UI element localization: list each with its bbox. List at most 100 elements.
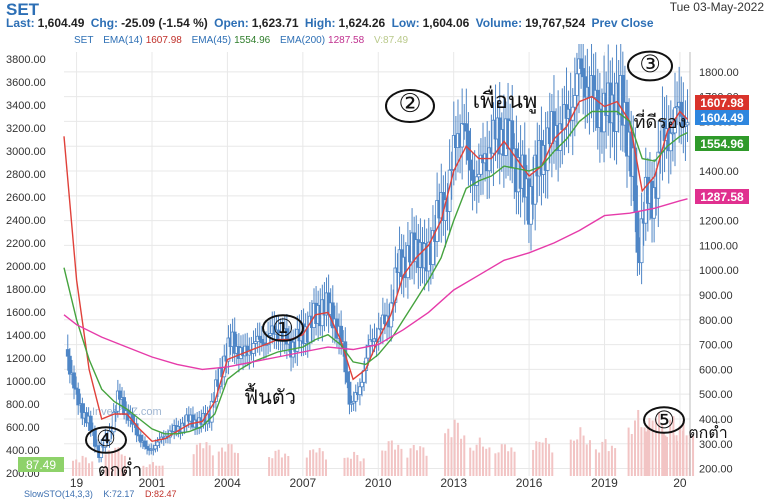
candle-body	[464, 123, 469, 132]
legend-ema45-label: EMA(45)	[191, 35, 232, 46]
volume-bar	[321, 451, 324, 476]
volume-bar	[535, 441, 538, 476]
high-value: 1,624.26	[338, 16, 386, 30]
candle-body	[232, 331, 237, 354]
x-tick-label: 20	[673, 476, 687, 489]
low-value: 1,604.06	[422, 16, 470, 30]
candle-body	[155, 441, 160, 447]
candle-body	[366, 344, 371, 359]
volume-bar	[532, 449, 535, 476]
volume-bar	[230, 444, 233, 476]
handwritten-note: ③	[639, 50, 661, 78]
right-tick-label: 400.00	[699, 414, 733, 426]
symbol-title: SET	[6, 0, 40, 19]
left-tick-label: 1200.00	[6, 353, 46, 365]
x-tick-label: 19	[70, 476, 84, 489]
legend-ema200-value: 1287.58	[328, 35, 365, 46]
volume-bar	[91, 461, 94, 476]
series-line-ema45	[63, 110, 688, 435]
volume-bar	[199, 442, 202, 476]
volume-badge-label: 87.49	[26, 458, 56, 472]
candle-body	[330, 302, 335, 329]
volume-bar	[71, 460, 74, 476]
volume-bar	[544, 437, 547, 476]
volume-bar	[548, 444, 551, 476]
candle-body	[470, 169, 475, 181]
volume-bar	[672, 435, 675, 476]
candle-body	[253, 341, 258, 344]
volume-bar	[475, 444, 478, 476]
handwritten-circle	[85, 426, 127, 454]
handwritten-note: ①	[272, 314, 294, 342]
handwritten-note: เพื่อนพู	[473, 85, 538, 114]
volume-bar	[679, 428, 682, 476]
volume-bar	[610, 445, 613, 476]
volume-bar	[195, 444, 198, 476]
candle-body	[579, 58, 583, 69]
candle-body	[625, 101, 629, 157]
candle-body	[529, 186, 533, 225]
volume-bar	[463, 435, 466, 476]
candle-body	[111, 411, 116, 433]
right-tick-label: 1400.00	[699, 166, 739, 178]
candle-body	[153, 445, 158, 450]
candle-body	[479, 154, 483, 175]
legend-symbol: SET	[74, 35, 94, 46]
volume-bar	[274, 450, 277, 476]
volume-bar	[485, 448, 488, 476]
volume-bar	[666, 436, 669, 476]
volume-bar	[394, 449, 397, 476]
price-badge-bg	[695, 110, 749, 125]
volume-bar	[469, 447, 472, 476]
left-tick-label: 800.00	[6, 399, 40, 411]
volume-bar	[658, 412, 661, 476]
candle-body	[368, 339, 373, 346]
volume-bar	[145, 467, 148, 476]
candle-body	[145, 446, 149, 449]
volume-bar	[400, 448, 403, 476]
candle-body	[65, 349, 70, 357]
stoch-d: D:82.47	[144, 489, 177, 499]
high-label: High:	[304, 16, 336, 30]
left-tick-label: 2200.00	[6, 238, 46, 250]
candle-body	[76, 388, 81, 406]
candle-body	[138, 434, 143, 443]
volume-bar	[237, 453, 240, 476]
candle-body	[460, 123, 465, 148]
candle-body	[583, 76, 588, 98]
volume-bar	[117, 447, 120, 476]
volume-bar	[362, 458, 365, 476]
volume-bar	[630, 434, 633, 476]
volume-bar	[318, 447, 321, 476]
handwritten-note: ที่ดีรอง	[634, 109, 687, 133]
volume-bar	[488, 447, 491, 476]
volume-bar	[607, 451, 610, 476]
quote-date: Tue 03-May-2022	[669, 0, 764, 14]
volume-bar	[312, 449, 315, 476]
candle-body	[151, 448, 156, 451]
legend-ema45-value: 1554.96	[234, 35, 271, 46]
volume-bar	[315, 452, 318, 476]
left-tick-label: 3000.00	[6, 146, 46, 158]
x-tick-label: 2007	[289, 476, 316, 489]
price-badge-bg	[695, 136, 749, 151]
candle-body	[476, 173, 481, 178]
volume-bar	[645, 431, 648, 476]
volume-bar	[422, 447, 425, 476]
volume-bar	[585, 444, 588, 476]
volume-bar	[513, 451, 516, 476]
volume-value: 19,767,524	[525, 16, 586, 30]
volume-bar	[192, 454, 195, 476]
x-tick-label: 2001	[139, 476, 166, 489]
volume-bar	[646, 426, 649, 476]
price-badge: 1287.58	[695, 189, 749, 204]
candle-body	[675, 106, 679, 109]
handwritten-note: ②	[398, 89, 421, 119]
volume-bar	[415, 450, 418, 476]
candle-body	[259, 338, 264, 344]
right-tick-label: 500.00	[699, 389, 733, 401]
candle-body	[558, 123, 563, 151]
candle-body	[284, 328, 289, 345]
stock-chart[interactable]: InvestorZ.com 1800.001700.001600.001500.…	[0, 44, 768, 489]
right-tick-label: 1200.00	[699, 216, 739, 228]
